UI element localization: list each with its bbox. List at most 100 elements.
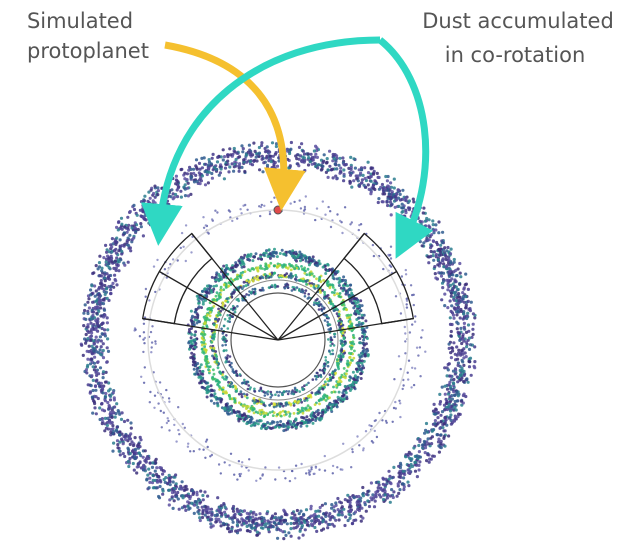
dust	[119, 258, 123, 262]
dust	[107, 256, 111, 260]
dust	[448, 283, 453, 287]
dust	[456, 380, 460, 384]
dust	[300, 415, 304, 419]
dust	[446, 368, 450, 372]
dust	[229, 277, 233, 281]
dust	[271, 414, 275, 417]
dust	[206, 494, 210, 498]
dust	[363, 176, 367, 181]
dust	[269, 261, 273, 265]
dust	[262, 253, 266, 257]
dust	[333, 293, 336, 297]
dust	[208, 318, 211, 322]
dust	[218, 313, 222, 317]
dust	[133, 447, 138, 451]
dust	[458, 316, 462, 320]
dust	[341, 331, 345, 335]
dust	[343, 206, 347, 209]
dust	[174, 174, 178, 178]
dust	[121, 442, 125, 446]
dust	[264, 466, 267, 469]
dust	[353, 349, 356, 353]
dust	[302, 160, 306, 164]
dust	[112, 441, 116, 445]
dust	[312, 275, 316, 278]
dust	[205, 172, 209, 177]
dust	[404, 196, 408, 200]
dust	[186, 500, 190, 504]
dust	[255, 517, 259, 521]
dust	[342, 507, 346, 511]
dust	[364, 342, 368, 346]
dust	[309, 504, 313, 508]
dust	[357, 494, 361, 499]
dust	[441, 271, 446, 275]
dust	[234, 164, 238, 168]
dust	[253, 276, 257, 280]
dust	[193, 318, 197, 322]
dust	[262, 403, 266, 407]
dust	[100, 408, 105, 412]
dust	[329, 376, 332, 379]
dust	[464, 272, 468, 276]
dust	[312, 149, 316, 153]
dust	[119, 225, 123, 229]
dust	[381, 200, 385, 204]
dust	[437, 247, 441, 252]
dust	[384, 477, 388, 481]
dust	[340, 510, 344, 515]
dust	[224, 343, 227, 347]
dust	[263, 273, 267, 276]
dust	[446, 392, 451, 396]
dust	[335, 292, 339, 295]
dust	[198, 167, 202, 171]
dust	[397, 471, 401, 475]
dust	[335, 400, 339, 404]
dust	[323, 469, 327, 472]
dust	[128, 451, 132, 456]
dust	[246, 515, 250, 519]
dust	[385, 496, 389, 500]
dust	[442, 262, 446, 266]
dust	[145, 210, 149, 214]
dust	[314, 164, 318, 168]
dust	[340, 339, 344, 343]
dust	[217, 463, 221, 466]
dust	[394, 295, 398, 298]
dust	[245, 255, 249, 259]
dust	[161, 472, 165, 476]
dust	[389, 257, 393, 260]
dust	[212, 304, 216, 308]
dust	[238, 415, 242, 419]
dust	[148, 471, 152, 475]
dust	[233, 400, 237, 404]
dust	[272, 162, 276, 166]
dust	[209, 399, 213, 403]
dust	[212, 346, 216, 350]
dust	[84, 341, 88, 345]
dust	[110, 408, 114, 412]
dust	[328, 511, 332, 516]
dust	[216, 314, 220, 317]
dust	[318, 468, 321, 471]
dust	[104, 391, 108, 396]
dust	[365, 337, 369, 340]
dust	[211, 219, 214, 222]
dust	[277, 466, 281, 469]
dust	[111, 449, 115, 453]
dust	[205, 508, 209, 512]
dust	[311, 378, 315, 381]
dust	[244, 405, 248, 408]
dust	[324, 272, 328, 275]
dust	[430, 244, 434, 248]
dust	[138, 335, 142, 338]
dust	[205, 293, 208, 297]
dust	[151, 199, 155, 203]
dust	[461, 360, 465, 364]
dust	[206, 287, 210, 291]
dust	[180, 480, 184, 484]
dust	[203, 490, 207, 494]
dust	[456, 267, 460, 271]
dust	[197, 161, 202, 165]
dust	[169, 195, 173, 199]
